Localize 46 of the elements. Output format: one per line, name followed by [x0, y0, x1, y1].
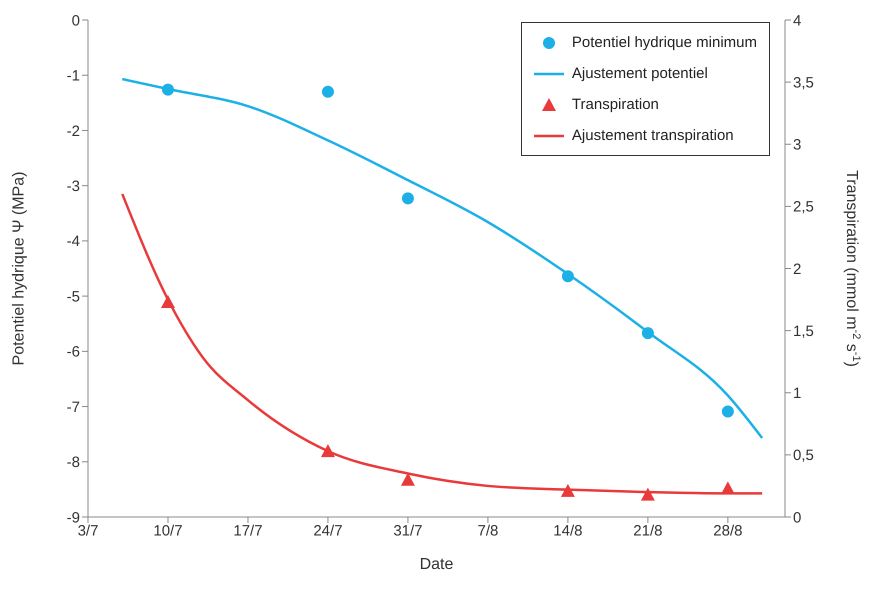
legend-label: Ajustement potentiel	[572, 64, 708, 84]
y-axis-title: Potentiel hydrique Ψ (MPa)	[10, 172, 28, 366]
x-tick-label: 21/8	[633, 522, 662, 540]
legend-label: Transpiration	[572, 94, 659, 114]
x-tick-label: 24/7	[313, 522, 343, 540]
x-tick-label: 28/8	[713, 522, 742, 540]
x-axis-title: Date	[420, 556, 454, 573]
x-tick-label: 10/7	[153, 522, 183, 540]
y2-tick-label: 4	[793, 12, 802, 30]
y-tick-label: -3	[66, 178, 80, 195]
y2-tick-label: 1,5	[793, 322, 814, 340]
legend-label: Potentiel hydrique minimum	[572, 32, 757, 52]
y2-tick-label: 1	[793, 385, 802, 402]
y-tick-label: -6	[66, 344, 80, 361]
point	[162, 84, 174, 96]
x-tick-label: 14/8	[553, 522, 583, 540]
y-tick-label: -9	[66, 509, 80, 526]
point	[560, 484, 575, 497]
point	[720, 481, 735, 494]
x-tick-label: 3/7	[78, 522, 98, 540]
y2-tick-label: 3	[793, 136, 802, 154]
point	[160, 295, 175, 308]
y2-tick-label: 2	[793, 260, 802, 278]
y2-tick-label: 0,5	[793, 447, 814, 464]
point	[320, 444, 335, 458]
y2-tick-label: 2,5	[793, 198, 814, 216]
x-tick-label: 7/8	[477, 522, 498, 540]
point	[322, 86, 334, 98]
y-tick-label: -7	[66, 398, 80, 416]
point	[722, 406, 734, 418]
y-tick-label: -1	[66, 68, 80, 85]
point	[402, 192, 414, 204]
point	[562, 270, 574, 282]
y-tick-label: -5	[66, 288, 80, 306]
y-tick-label: -4	[66, 233, 80, 250]
y-tick-label: 0	[72, 12, 80, 30]
point	[642, 327, 654, 340]
y-tick-label: -8	[66, 454, 80, 472]
point	[400, 472, 415, 486]
legend-label: Ajustement transpiration	[572, 126, 734, 146]
x-tick-label: 17/7	[233, 522, 263, 540]
x-tick-label: 31/7	[393, 522, 423, 540]
y2-tick-label: 3,5	[793, 74, 814, 92]
point	[640, 488, 655, 501]
y2-tick-label: 0	[793, 509, 802, 526]
y-tick-label: -2	[66, 122, 80, 140]
